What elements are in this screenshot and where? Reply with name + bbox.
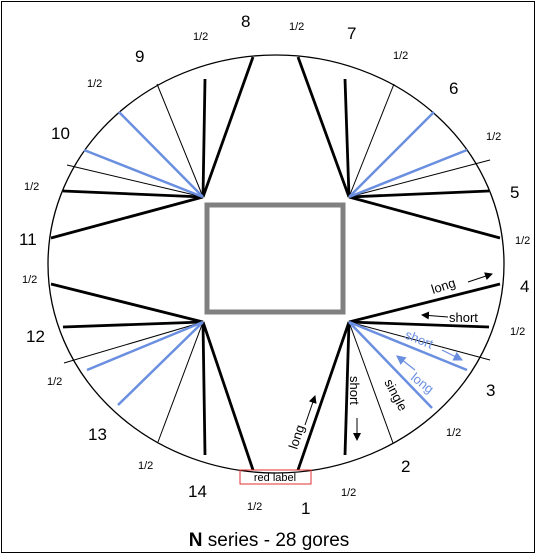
gore-number-4: 4: [520, 277, 529, 296]
gore-number-7: 7: [347, 24, 356, 43]
center-square: [204, 202, 346, 315]
half-label: 1/2: [289, 21, 304, 33]
red-label-text: red label: [254, 472, 296, 484]
label-long-blue: long: [408, 370, 437, 397]
title-bold: N: [189, 530, 203, 551]
half-label: 1/2: [515, 235, 530, 247]
half-label: 1/2: [510, 326, 525, 338]
gore-numbers: 1 2 3 4 5 6 7 8 9 10 11 12 13 14: [19, 12, 529, 518]
half-label: 1/2: [24, 181, 39, 193]
half-label: 1/2: [87, 78, 102, 90]
half-label: 1/2: [47, 376, 62, 388]
half-label: 1/2: [22, 274, 37, 286]
thin-lines: [63, 83, 491, 444]
gore-number-3: 3: [486, 381, 495, 400]
label-short-blue: short: [403, 327, 436, 352]
arrow-long-right: [467, 272, 493, 283]
half-label: 1/2: [138, 460, 153, 472]
gore-number-8: 8: [241, 12, 250, 31]
label-short-right: short: [449, 310, 478, 325]
gore-number-9: 9: [135, 47, 144, 66]
gore-number-13: 13: [88, 425, 107, 444]
red-label-box: [239, 469, 312, 485]
gore-number-10: 10: [51, 124, 70, 143]
half-labels: 1/2 1/2 1/2 1/2 1/2 1/2 1/2 1/2 1/2 1/2 …: [22, 21, 530, 513]
gore-number-14: 14: [188, 482, 207, 501]
arrow-long-bottom: [304, 395, 317, 426]
blue-lines: [83, 111, 468, 409]
arrow-short-blue: [441, 349, 464, 361]
thick-lines: [50, 56, 501, 471]
outer-ellipse: [47, 54, 505, 474]
half-label: 1/2: [341, 487, 356, 499]
gore-number-6: 6: [449, 79, 458, 98]
arrow-long-blue: [396, 355, 416, 371]
gore-number-5: 5: [510, 183, 519, 202]
arrow-short-right: [421, 311, 449, 320]
gore-number-2: 2: [401, 457, 410, 476]
diagram-title: N series - 28 gores: [189, 530, 350, 551]
half-label: 1/2: [247, 501, 262, 513]
half-label: 1/2: [393, 50, 408, 62]
half-label: 1/2: [446, 427, 461, 439]
gore-number-11: 11: [19, 230, 37, 249]
label-long-right: long: [429, 275, 457, 297]
label-long-bottom: long: [286, 423, 308, 451]
half-label: 1/2: [486, 131, 501, 143]
half-label: 1/2: [193, 31, 208, 43]
gore-number-12: 12: [26, 327, 45, 346]
label-short-bottom: short: [347, 376, 362, 405]
gore-number-1: 1: [301, 499, 310, 518]
title-rest: series - 28 gores: [202, 530, 349, 551]
